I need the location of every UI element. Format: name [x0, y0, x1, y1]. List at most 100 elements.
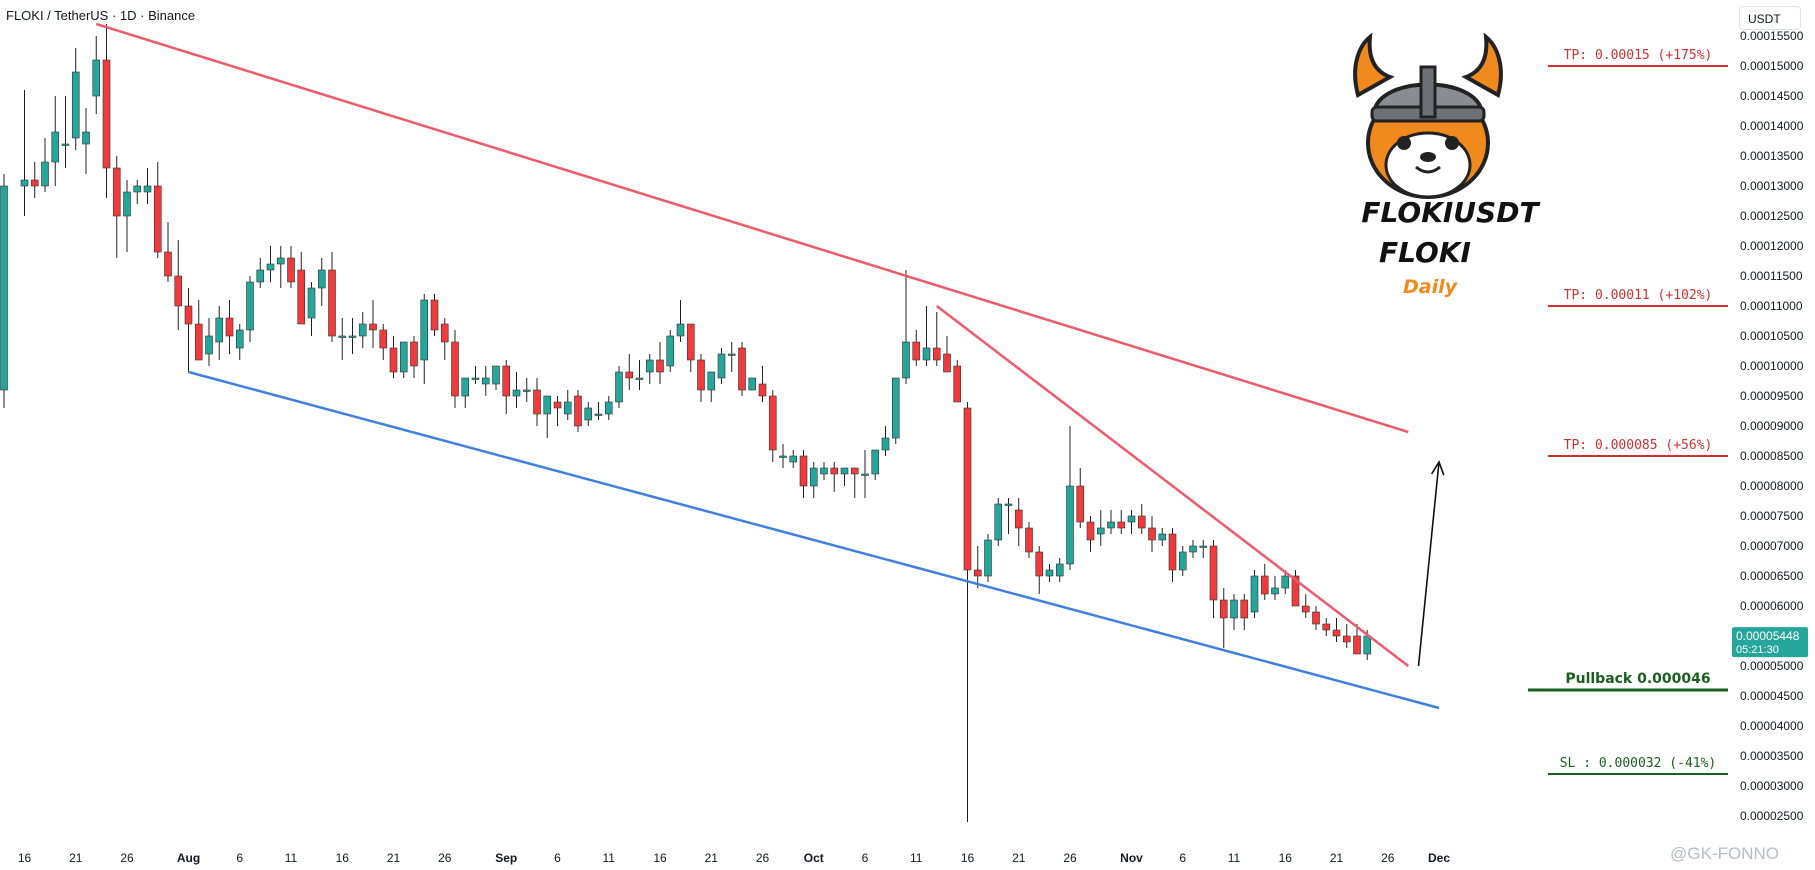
candle-down [297, 252, 306, 325]
candle-body [697, 359, 705, 391]
candle-body [1322, 623, 1331, 631]
price-tick-label: 0.00004500 [1740, 689, 1804, 703]
candle-body [502, 365, 511, 397]
title-timeframe: Daily [1402, 276, 1457, 298]
time-tick-label: 11 [603, 851, 616, 865]
candle-body [850, 467, 859, 475]
candle-up [1055, 558, 1064, 582]
candle-body [768, 395, 777, 451]
candle-body [174, 275, 183, 307]
candle-up [235, 324, 244, 360]
candle-down [389, 336, 398, 378]
candle-body [1004, 503, 1013, 506]
candle-body [1230, 599, 1238, 619]
candle-body [727, 353, 736, 356]
price-tick-label: 0.00013500 [1740, 149, 1804, 163]
candle-up [666, 330, 675, 372]
candle-up [61, 96, 70, 168]
candle-up [399, 341, 408, 378]
price-tick-label: 0.00013000 [1740, 179, 1804, 193]
candle-down [1240, 594, 1249, 630]
candle-up [727, 342, 736, 372]
candle-up [891, 377, 900, 444]
time-tick-label: Oct [804, 851, 824, 865]
candle-down [1117, 510, 1126, 534]
candle-body [604, 401, 613, 415]
candle-up [615, 366, 623, 408]
time-tick-label: 21 [1330, 851, 1344, 865]
price-tick-label: 0.00012000 [1740, 239, 1804, 253]
time-tick-label: 16 [1279, 851, 1293, 865]
candle-body [1127, 515, 1136, 523]
price-tick-label: 0.00006000 [1740, 599, 1804, 613]
candle-body [707, 371, 716, 391]
title-symbol: FLOKIUSDT [1361, 196, 1539, 229]
candle-down [112, 156, 121, 258]
candle-body [1199, 545, 1208, 548]
candle-up [1004, 498, 1013, 534]
candle-body [1312, 611, 1320, 625]
price-tick-label: 0.00014000 [1740, 119, 1804, 133]
candle-body [410, 341, 418, 367]
candle-up [123, 180, 131, 252]
time-axis[interactable]: 16 21 26 Aug 6 11 16 21 26 Sep 6 11 16 21 26 Oct 6 11 16 21… [18, 851, 1451, 865]
candle-body [932, 347, 941, 361]
candle-body [1240, 599, 1249, 619]
candle-body [953, 365, 962, 403]
candle-body [1035, 551, 1044, 577]
price-tick-label: 0.00008500 [1740, 449, 1804, 463]
candle-up [676, 300, 685, 342]
candle-down [102, 24, 111, 198]
candle-up [840, 467, 849, 486]
candle-up [71, 48, 80, 150]
time-tick-label: Aug [177, 851, 200, 865]
currency-selector[interactable]: USDT [1739, 6, 1801, 30]
candle-up [471, 366, 480, 384]
price-tag-value: 0.00005448 [1736, 629, 1800, 643]
candle-up [358, 312, 367, 348]
candle-up [922, 306, 931, 366]
candle-down [553, 396, 562, 426]
candle-body [451, 341, 459, 397]
candle-body [20, 179, 29, 187]
time-tick-label: 11 [910, 851, 923, 865]
time-tick-label: Nov [1120, 851, 1143, 865]
inner-trendline [935, 305, 1410, 667]
candle-body [358, 323, 367, 337]
candle-body [461, 377, 470, 397]
candle-up [307, 282, 316, 336]
candle-body [830, 467, 839, 475]
candle-body [481, 377, 490, 385]
candle-down [1219, 588, 1228, 648]
candle-body [1178, 551, 1187, 571]
candle-body [1260, 575, 1269, 595]
target-arrow-shaft [1417, 461, 1440, 667]
candle-body [1281, 575, 1290, 589]
candle-body [1045, 569, 1054, 577]
candle-down [1086, 516, 1095, 552]
candle-body [205, 335, 213, 355]
candle-down [410, 336, 418, 378]
candle-body [1332, 629, 1341, 637]
candle-up [994, 498, 1003, 546]
candle-up [984, 534, 992, 582]
candle-body [379, 329, 388, 349]
price-axis[interactable]: 0.00002500 0.00003000 0.00003500 0.00004000… [1740, 29, 1804, 823]
candle-body [471, 377, 480, 380]
candle-body [512, 389, 521, 397]
candle-down [1035, 546, 1044, 594]
candle-down [451, 330, 459, 408]
time-tick-label: 16 [18, 851, 32, 865]
symbol-header[interactable]: FLOKI / TetherUS · 1D · Binance [6, 8, 196, 23]
candle-body [235, 329, 244, 349]
candle-down [912, 330, 921, 366]
floki-viking-dog-icon [1353, 32, 1503, 199]
candle-body [1158, 533, 1167, 541]
candle-body [225, 317, 234, 337]
candle-up [717, 348, 726, 384]
candle-up [1178, 546, 1187, 576]
candle-body [1301, 605, 1310, 613]
price-tick-label: 0.00014500 [1740, 89, 1804, 103]
candle-body [594, 413, 603, 416]
